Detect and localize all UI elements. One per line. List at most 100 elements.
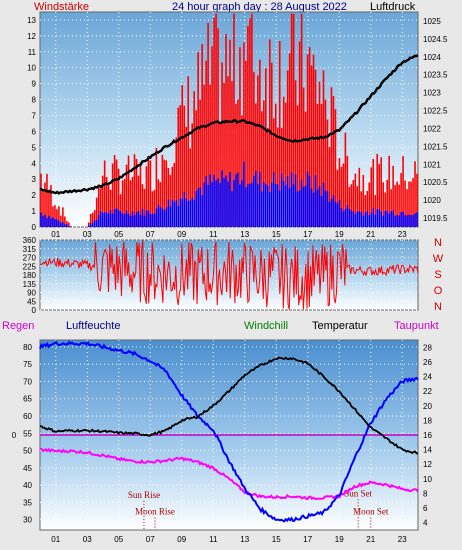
temperature-axis: 4 6 8 10 12 14 16 18 20 22 24 26 28 xyxy=(423,343,432,527)
x-tick-label: 21 xyxy=(366,230,375,239)
annotation-label: Sun Set xyxy=(344,488,372,498)
dewpoint-line xyxy=(39,447,419,501)
humidity-tick: 55 xyxy=(23,429,32,438)
x-tick-label: 17 xyxy=(303,535,312,544)
temperature-tick: 10 xyxy=(423,475,432,484)
humidity-tick: 80 xyxy=(23,343,32,352)
humidity-tick: 70 xyxy=(23,377,32,386)
humidity-tick: 50 xyxy=(23,447,32,456)
windchill-label: Windchill xyxy=(244,320,288,332)
wind-direction-tick: 225 xyxy=(23,262,37,271)
temperature-line xyxy=(39,356,419,455)
x-tick-label: 07 xyxy=(146,535,155,544)
regen-line: 0 xyxy=(12,431,418,440)
wind-strength-tick: 7 xyxy=(32,112,37,121)
wind-strength-tick: 12 xyxy=(27,32,36,41)
temperature-label: Temperatur xyxy=(312,320,368,332)
regen-label: Regen xyxy=(2,320,34,332)
x-tick-label: 13 xyxy=(240,230,249,239)
temperature-tick: 4 xyxy=(423,519,428,528)
wind-strength-tick: 5 xyxy=(32,143,37,152)
wind-direction-line xyxy=(39,240,419,310)
x-tick-label: 09 xyxy=(177,535,186,544)
temperature-tick: 16 xyxy=(423,431,432,440)
pressure-label: Luftdruck xyxy=(370,1,416,13)
x-tick-label: 23 xyxy=(398,230,407,239)
annotation-label: Moon Rise xyxy=(135,507,175,517)
x-tick-label: 11 xyxy=(209,230,218,239)
temperature-tick: 22 xyxy=(423,387,432,396)
x-tick-label: 03 xyxy=(83,535,92,544)
wind-direction-tick: 90 xyxy=(27,289,36,298)
humidity-tick: 65 xyxy=(23,395,32,404)
wind-direction-tick: 270 xyxy=(23,254,37,263)
temperature-tick: 20 xyxy=(423,402,432,411)
compass-label: W xyxy=(433,253,444,265)
compass-label: S xyxy=(434,269,441,281)
x-tick-label: 23 xyxy=(398,535,407,544)
x-tick-label: 01 xyxy=(51,230,60,239)
humidity-tick: 60 xyxy=(23,412,32,421)
annotation-label: Sun Rise xyxy=(128,490,160,500)
x-tick-label: 13 xyxy=(240,535,249,544)
humidity-tick: 30 xyxy=(23,516,32,525)
wind-strength-tick: 3 xyxy=(32,175,37,184)
regen-value: 0 xyxy=(12,431,17,440)
pressure-tick: 1024.5 xyxy=(423,35,448,44)
pressure-series xyxy=(39,54,419,195)
wind-direction-tick: 360 xyxy=(23,236,37,245)
x-tick-label: 19 xyxy=(335,230,344,239)
humidity-temperature-x-axis: 01 03 05 07 09 11 13 15 17 19 21 23 xyxy=(51,535,407,544)
humidity-tick: 45 xyxy=(23,464,32,473)
humidity-label: Luftfeuchte xyxy=(66,320,120,332)
graph-title: 24 hour graph day : 28 August 2022 xyxy=(172,1,347,13)
pressure-tick: 1025 xyxy=(423,17,441,26)
temperature-tick: 24 xyxy=(423,373,432,382)
pressure-tick: 1019.5 xyxy=(423,214,448,223)
temperature-tick: 12 xyxy=(423,460,432,469)
wind-strength-tick: 4 xyxy=(32,159,37,168)
wind-direction-tick: 0 xyxy=(32,306,37,315)
x-tick-label: 15 xyxy=(272,230,281,239)
wind-pressure-x-axis: 01 03 05 07 09 11 13 15 17 19 21 23 xyxy=(51,230,407,239)
wind-strength-tick: 13 xyxy=(27,16,36,25)
temperature-tick: 8 xyxy=(423,489,428,498)
pressure-tick: 1022.5 xyxy=(423,107,448,116)
humidity-tick: 75 xyxy=(23,360,32,369)
compass-label: O xyxy=(434,285,443,297)
x-tick-label: 05 xyxy=(114,535,123,544)
pressure-tick: 1023.5 xyxy=(423,71,448,80)
pressure-tick: 1024 xyxy=(423,53,441,62)
wind-strength-tick: 11 xyxy=(28,48,37,57)
wind-strength-tick: 8 xyxy=(32,96,37,105)
humidity-series xyxy=(39,340,419,523)
annotation-label: Moon Set xyxy=(353,507,389,517)
pressure-tick: 1021.5 xyxy=(423,142,448,151)
temperature-tick: 18 xyxy=(423,416,432,425)
wind-direction-tick: 180 xyxy=(23,271,37,280)
compass-label: N xyxy=(434,301,442,313)
wind-strength-tick: 1 xyxy=(32,207,37,216)
temperature-tick: 28 xyxy=(423,343,432,352)
x-tick-label: 07 xyxy=(146,230,155,239)
wind-strength-label: Windstärke xyxy=(34,1,89,13)
x-tick-label: 17 xyxy=(303,230,312,239)
temperature-tick: 26 xyxy=(423,358,432,367)
humidity-tick: 40 xyxy=(23,481,32,490)
wind-strength-tick: 0 xyxy=(32,223,37,232)
humidity-tick: 35 xyxy=(23,498,32,507)
wind-strength-tick: 6 xyxy=(32,127,37,136)
x-tick-label: 19 xyxy=(335,535,344,544)
pressure-tick: 1021 xyxy=(423,160,441,169)
humidity-axis: 30 35 40 45 50 55 60 65 70 75 80 xyxy=(23,343,32,525)
x-tick-label: 21 xyxy=(366,535,375,544)
wind-direction-tick: 45 xyxy=(27,297,36,306)
x-tick-label: 09 xyxy=(177,230,186,239)
x-tick-label: 01 xyxy=(51,535,60,544)
x-tick-label: 05 xyxy=(114,230,123,239)
compass-label: N xyxy=(434,237,442,249)
